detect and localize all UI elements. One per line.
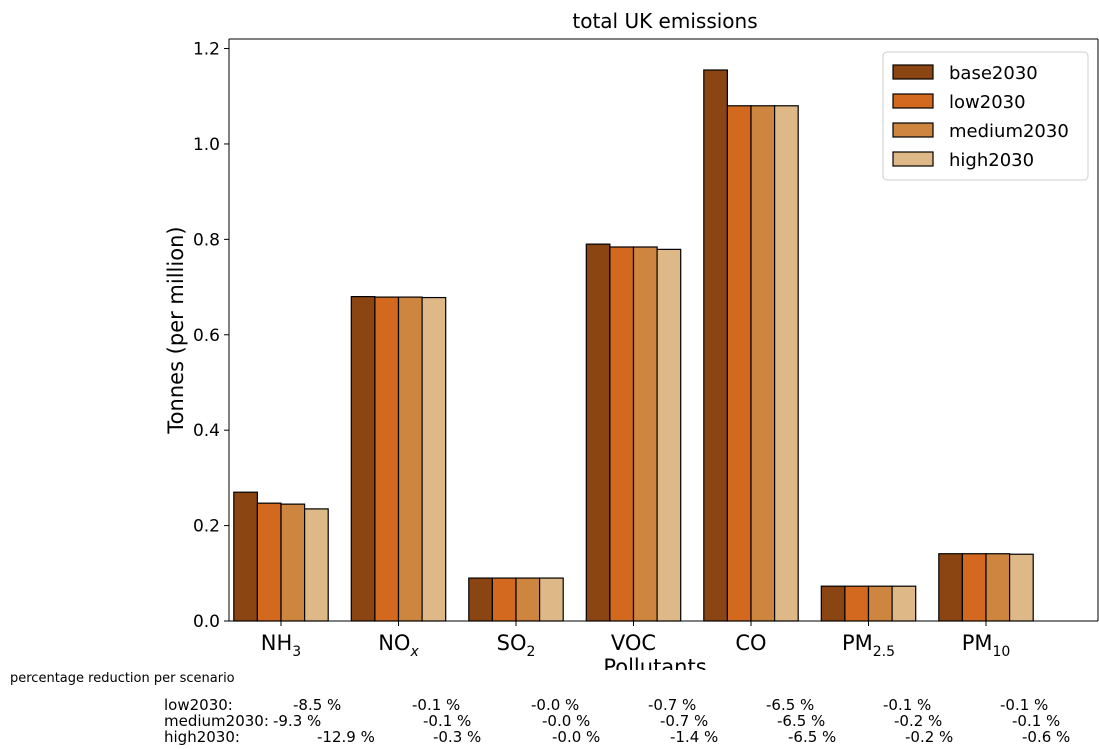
x-tick-label: NH3 [261, 631, 301, 660]
x-tick-label: NOx [378, 631, 419, 660]
footnote-value: -6.5 % [788, 728, 837, 746]
footnote-row-label: medium2030: [164, 712, 269, 730]
bar-high2030-1 [421, 296, 447, 622]
bar-medium2030-5 [867, 585, 893, 622]
footnote-value: -0.7 % [660, 712, 709, 730]
footnote-value: -0.1 % [1012, 712, 1061, 730]
footnote-value: -0.2 % [894, 712, 943, 730]
y-tick-label: 0.2 [193, 517, 220, 537]
bar-high2030-3 [656, 248, 682, 622]
bar-medium2030-3 [632, 246, 658, 622]
footnote-row-label: high2030: [164, 728, 240, 746]
y-tick-label: 1.0 [193, 135, 220, 155]
legend-label-medium2030: medium2030 [949, 121, 1069, 142]
emissions-bar-chart: total UK emissions 0.0 0.2 0.4 0.6 0.8 1.0 1.2… [164, 9, 1099, 670]
x-tick-label: PM10 [962, 631, 1011, 660]
y-tick-label: 0.0 [193, 612, 220, 632]
bar-low2030-2 [491, 577, 517, 622]
bar-low2030-6 [961, 553, 987, 622]
y-axis-label: Tonnes (per million) [164, 226, 188, 434]
y-tick-label: 1.2 [193, 40, 220, 60]
legend-swatch-medium2030 [892, 122, 934, 138]
bar-medium2030-2 [515, 577, 541, 622]
bar-base2030-4 [703, 69, 728, 622]
footnote-value: -0.6 % [1022, 728, 1071, 746]
bar-low2030-1 [374, 296, 400, 622]
bar-low2030-5 [844, 585, 870, 622]
bar-high2030-0 [304, 508, 329, 622]
bar-medium2030-4 [750, 105, 776, 622]
footnote-value: -0.3 % [433, 728, 482, 746]
bar-high2030-4 [773, 105, 799, 622]
legend-swatch-low2030 [892, 93, 934, 109]
bar-low2030-3 [609, 246, 635, 622]
bar-high2030-6 [1008, 553, 1034, 622]
footnote-value: -1.4 % [670, 728, 719, 746]
bar-medium2030-0 [280, 503, 306, 622]
legend-label-base2030: base2030 [949, 63, 1038, 84]
x-tick-label: PM2.5 [842, 631, 895, 660]
legend-label-high2030: high2030 [949, 150, 1034, 171]
footnote-value: -0.2 % [905, 728, 954, 746]
y-tick-label: 0.6 [193, 326, 220, 346]
footnote-row-label: low2030: [164, 696, 233, 714]
footnote-value: -0.0 % [542, 712, 591, 730]
footnote-value: -0.0 % [531, 696, 580, 714]
legend: base2030 low2030 medium2030 high2030 [882, 51, 1089, 181]
footnote-value: -8.5 % [293, 696, 342, 714]
legend-swatch-high2030 [892, 151, 934, 167]
bar-base2030-0 [233, 491, 259, 622]
y-tick-label: 0.4 [193, 421, 220, 441]
x-tick-label: CO [735, 631, 766, 655]
bar-high2030-5 [891, 585, 917, 622]
bar-medium2030-6 [985, 553, 1011, 622]
legend-swatch-base2030 [892, 64, 934, 80]
legend-label-low2030: low2030 [949, 92, 1026, 113]
bar-base2030-1 [350, 296, 376, 622]
footnote-value: -12.9 % [317, 728, 375, 746]
footnote-value: -0.1 % [1000, 696, 1049, 714]
bar-base2030-6 [938, 553, 963, 622]
bar-base2030-3 [585, 243, 611, 622]
footnote-value: -0.1 % [883, 696, 932, 714]
footnote-value: -0.1 % [423, 712, 472, 730]
plot-area: 0.0 0.2 0.4 0.6 0.8 1.0 1.2 NH3 NOx SO2 VOC CO PM2.5… [193, 38, 1099, 660]
x-tick-label: VOC [611, 631, 656, 655]
bar-high2030-2 [538, 577, 564, 622]
y-tick-label: 0.8 [193, 230, 220, 250]
chart-title: total UK emissions [572, 9, 757, 33]
bar-low2030-0 [256, 502, 282, 622]
footnote-value: -0.7 % [648, 696, 697, 714]
footnote-value: -6.5 % [766, 696, 815, 714]
x-axis-label: Pollutants [603, 655, 706, 670]
bar-base2030-2 [468, 577, 493, 622]
footnote-value: -6.5 % [777, 712, 826, 730]
legend-box [882, 51, 1089, 181]
bar-low2030-4 [726, 105, 752, 622]
footnote-value: -0.1 % [412, 696, 461, 714]
x-tick-label: SO2 [497, 631, 536, 660]
footnote-caption: percentage reduction per scenario [10, 671, 235, 686]
bar-medium2030-1 [397, 296, 423, 622]
bar-base2030-5 [820, 585, 846, 622]
footnote-value: -9.3 % [273, 712, 322, 730]
footnote-value: -0.0 % [552, 728, 601, 746]
